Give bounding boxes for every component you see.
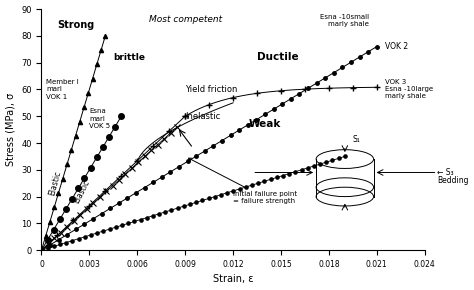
Text: Esna -10small
marly shale: Esna -10small marly shale xyxy=(319,14,369,28)
Y-axis label: Stress (MPa), σ: Stress (MPa), σ xyxy=(6,93,16,166)
Text: Ductile: Ductile xyxy=(257,52,299,62)
Text: Esna
marl
VOK 5: Esna marl VOK 5 xyxy=(90,108,110,129)
Text: Weak: Weak xyxy=(249,119,282,129)
Text: Inelastic: Inelastic xyxy=(185,112,220,121)
Text: VOK 2: VOK 2 xyxy=(385,42,408,51)
Text: Initial failure point
= failure strength: Initial failure point = failure strength xyxy=(189,158,297,204)
Text: VOK 3
Esna -10large
marly shale: VOK 3 Esna -10large marly shale xyxy=(385,79,433,99)
Text: Elastic: Elastic xyxy=(72,178,91,204)
Text: Bedding: Bedding xyxy=(438,176,469,185)
Text: Member I
marl
VOK 1: Member I marl VOK 1 xyxy=(46,79,79,100)
Text: Most competent: Most competent xyxy=(149,15,222,24)
Text: S₁: S₁ xyxy=(353,135,361,144)
Text: Elastic: Elastic xyxy=(47,170,63,197)
Text: Strong: Strong xyxy=(57,20,95,30)
X-axis label: Strain, ε: Strain, ε xyxy=(213,274,254,284)
Text: Yield friction: Yield friction xyxy=(185,85,237,94)
Text: ← S₃: ← S₃ xyxy=(438,168,454,177)
Text: brittle: brittle xyxy=(113,53,146,62)
